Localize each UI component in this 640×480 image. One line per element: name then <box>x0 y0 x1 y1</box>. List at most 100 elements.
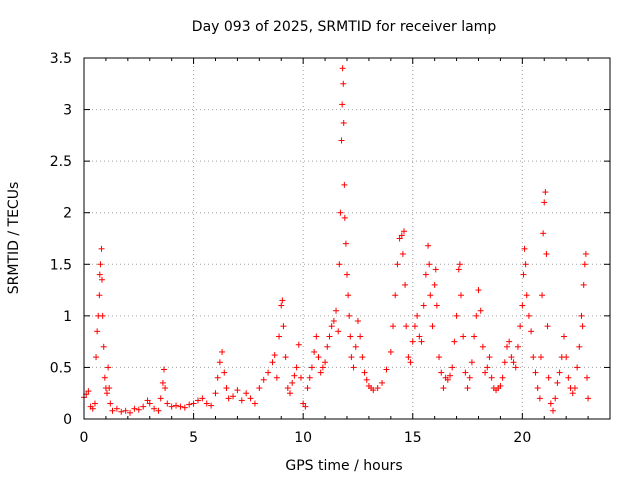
data-point <box>97 261 104 268</box>
grid-layer <box>84 58 610 419</box>
data-point <box>238 397 245 404</box>
data-point <box>173 402 180 409</box>
data-point <box>319 364 326 371</box>
data-point <box>243 390 250 397</box>
data-point <box>260 376 267 383</box>
data-point <box>582 250 589 257</box>
data-point <box>387 348 394 355</box>
data-point <box>398 232 405 239</box>
data-point <box>403 323 410 330</box>
axis-tick-labels: 0 5 10 15 20 0 0.5 1 1.5 2 2.5 3 3.5 <box>50 51 532 446</box>
data-point <box>96 271 103 278</box>
data-point <box>431 281 438 288</box>
data-point <box>530 354 537 361</box>
data-point <box>576 343 583 350</box>
data-point <box>477 307 484 314</box>
data-point <box>219 348 226 355</box>
data-point <box>537 354 544 361</box>
data-point <box>556 369 563 376</box>
data-point <box>273 374 280 381</box>
x-axis-label: GPS time / hours <box>285 458 402 474</box>
y-tick-label: 3.5 <box>50 51 72 67</box>
data-point <box>482 369 489 376</box>
data-point <box>379 379 386 386</box>
data-point <box>340 80 347 87</box>
data-point <box>337 209 344 216</box>
data-point <box>328 323 335 330</box>
data-point <box>340 119 347 126</box>
data-point <box>131 405 138 412</box>
data-point <box>479 343 486 350</box>
data-point <box>339 101 346 108</box>
data-point <box>429 323 436 330</box>
data-point <box>311 348 318 355</box>
data-point <box>190 400 197 407</box>
data-point <box>563 354 570 361</box>
data-point <box>488 374 495 381</box>
data-point <box>512 364 519 371</box>
data-point <box>501 359 508 366</box>
data-point <box>354 318 361 325</box>
data-point <box>279 297 286 304</box>
data-point <box>451 338 458 345</box>
y-tick-label: 3 <box>63 103 72 119</box>
data-point <box>214 374 221 381</box>
data-point <box>438 369 445 376</box>
data-point <box>100 343 107 350</box>
data-point <box>407 359 414 366</box>
data-point <box>497 382 504 389</box>
data-point <box>313 333 320 340</box>
data-point <box>155 407 162 414</box>
data-point <box>151 405 158 412</box>
data-point <box>473 312 480 319</box>
data-point <box>308 364 315 371</box>
data-point <box>276 333 283 340</box>
data-point <box>416 333 423 340</box>
data-point <box>181 404 188 411</box>
data-point <box>107 400 114 407</box>
data-point <box>433 302 440 309</box>
data-point <box>289 379 296 386</box>
plot-frame <box>83 57 611 420</box>
data-point <box>383 366 390 373</box>
axis-ticks <box>83 57 610 420</box>
data-point <box>528 328 535 335</box>
data-point <box>101 374 108 381</box>
data-point <box>565 374 572 381</box>
chart-title: Day 093 of 2025, SRMTID for receiver lam… <box>192 19 497 35</box>
data-point <box>425 242 432 249</box>
data-point <box>475 287 482 294</box>
y-axis-label: SRMTID / TECUs <box>6 182 22 295</box>
data-point <box>519 302 526 309</box>
data-point <box>336 261 343 268</box>
data-point <box>394 261 401 268</box>
data-point <box>99 312 106 319</box>
data-point <box>550 407 557 414</box>
data-point <box>456 261 463 268</box>
data-point <box>98 276 105 283</box>
y-tick-label: 0.5 <box>50 360 72 376</box>
data-point <box>113 405 120 412</box>
x-tick-label: 0 <box>80 430 89 446</box>
data-point <box>322 359 329 366</box>
x-tick-label: 15 <box>404 430 422 446</box>
data-point <box>517 323 524 330</box>
data-point <box>348 354 355 361</box>
data-point <box>106 385 113 392</box>
data-point <box>547 400 554 407</box>
data-point <box>345 292 352 299</box>
data-point <box>157 395 164 402</box>
data-point <box>287 390 294 397</box>
data-point <box>146 400 153 407</box>
data-point <box>98 245 105 252</box>
data-point <box>144 397 151 404</box>
data-point <box>194 397 201 404</box>
data-point <box>265 369 272 376</box>
data-point <box>280 323 287 330</box>
data-point <box>359 354 366 361</box>
data-point <box>542 189 549 196</box>
data-point <box>315 354 322 361</box>
data-point <box>338 137 345 144</box>
data-point <box>234 387 241 394</box>
